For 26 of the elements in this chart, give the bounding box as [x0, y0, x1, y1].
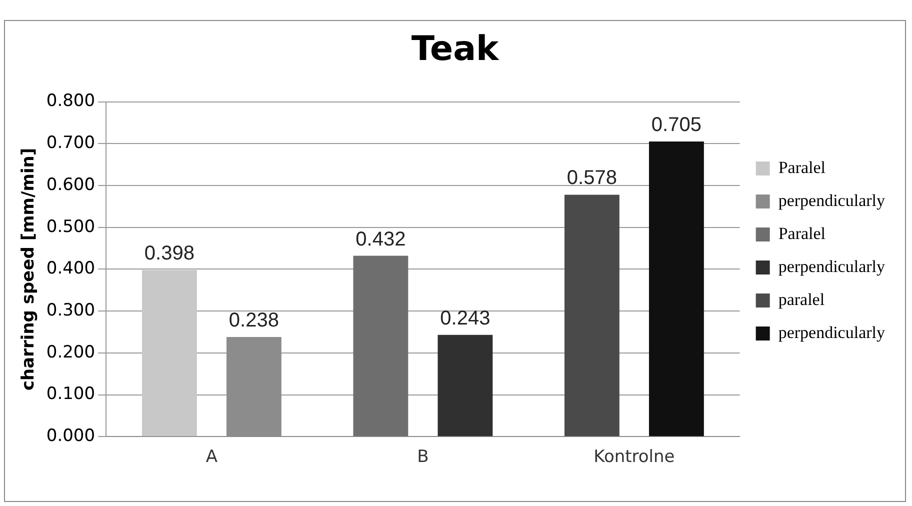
- y-tick-label: 0.700: [46, 133, 96, 154]
- y-tick-label: 0.800: [46, 91, 96, 112]
- y-tick-label: 0.100: [46, 384, 96, 404]
- y-tick-label: 0.500: [46, 216, 96, 237]
- data-label: 0.578: [566, 167, 617, 190]
- y-tick-label: 0.200: [46, 342, 96, 362]
- legend-label: Paralel: [778, 224, 826, 243]
- legend-label: Paralel: [778, 158, 826, 177]
- data-label: 0.238: [228, 310, 279, 332]
- legend-label: perpendicularly: [778, 322, 886, 342]
- y-tick-label: 0.000: [46, 426, 96, 446]
- x-tick-label: B: [417, 447, 429, 468]
- legend-label: perpendicularly: [778, 256, 886, 276]
- data-label: 0.705: [651, 114, 702, 136]
- x-tick-label: A: [206, 447, 218, 468]
- y-tick-label: 0.400: [46, 258, 96, 279]
- data-label: 0.398: [144, 242, 194, 265]
- x-tick-label: Kontrolne: [594, 447, 675, 468]
- legend-label: perpendicularly: [778, 190, 886, 210]
- y-tick-label: 0.600: [46, 174, 96, 195]
- y-tick-label: 0.300: [46, 300, 96, 320]
- chart-title: Teak: [411, 29, 500, 70]
- data-label: 0.432: [356, 228, 406, 250]
- legend-label: paralel: [778, 290, 825, 309]
- y-axis-title: charring speed [mm/min]: [18, 148, 39, 391]
- data-label: 0.243: [440, 307, 490, 330]
